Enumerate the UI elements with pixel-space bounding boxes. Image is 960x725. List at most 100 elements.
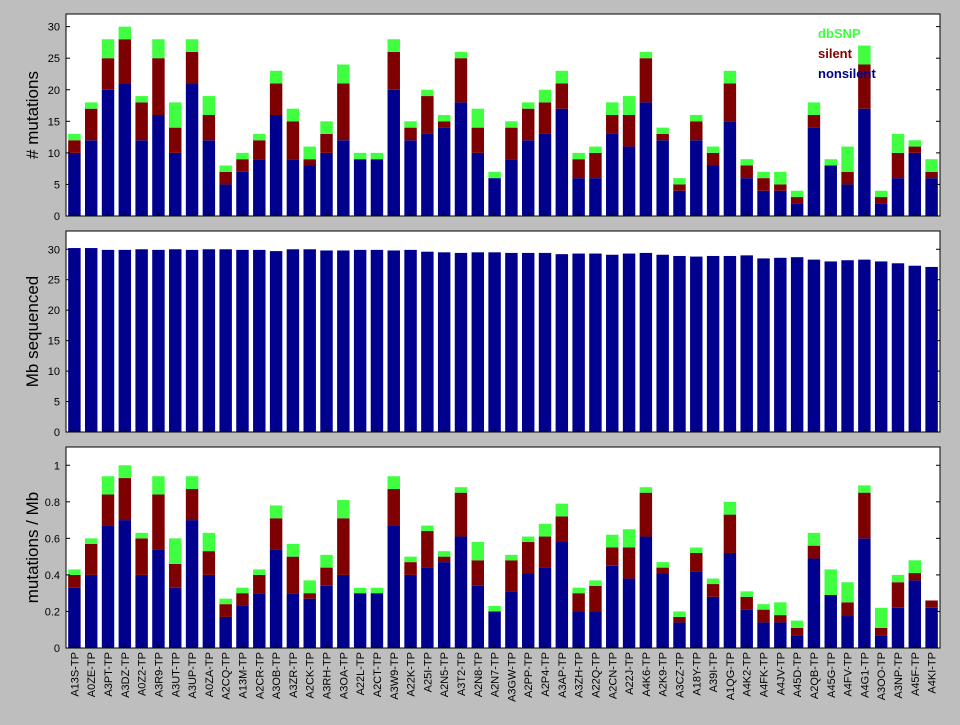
bar-1-dbSNP-2 bbox=[101, 39, 115, 59]
ytick-label-1-20: 20 bbox=[48, 85, 60, 97]
ytick-label-2-5: 5 bbox=[54, 397, 60, 409]
bar-1-silent-50 bbox=[908, 146, 922, 153]
bar-1-nonsilent-28 bbox=[538, 133, 552, 216]
bar-3-nonsilent-5 bbox=[152, 549, 165, 648]
sample-label-25: A2N7-TP bbox=[490, 652, 502, 697]
sample-label-13: A3ZR-TP bbox=[288, 652, 300, 698]
ytick-label-3-0: 0 bbox=[54, 643, 60, 655]
bar-3-silent-41 bbox=[757, 609, 770, 623]
sample-label-1: A0ZE-TP bbox=[86, 652, 98, 697]
bar-2-value-25 bbox=[488, 252, 501, 432]
bar-1-silent-30 bbox=[572, 159, 585, 179]
bar-1-dbSNP-35 bbox=[656, 127, 669, 134]
bar-3-silent-34 bbox=[639, 492, 653, 537]
bar-1-nonsilent-37 bbox=[690, 140, 703, 216]
bar-3-nonsilent-33 bbox=[622, 578, 636, 648]
bar-3-nonsilent-8 bbox=[202, 574, 216, 648]
bar-3-dbSNP-47 bbox=[858, 485, 871, 493]
ytick-label-3-1: 1 bbox=[54, 460, 60, 472]
ylabel-2: Mb sequenced bbox=[23, 276, 42, 388]
bar-1-dbSNP-15 bbox=[320, 121, 333, 134]
bar-1-dbSNP-50 bbox=[908, 140, 922, 147]
bar-1-nonsilent-5 bbox=[152, 115, 165, 216]
bar-1-dbSNP-28 bbox=[538, 89, 552, 103]
ytick-label-1-10: 10 bbox=[48, 148, 60, 160]
bar-3-dbSNP-28 bbox=[538, 523, 552, 537]
sample-label-7: A3UP-TP bbox=[187, 652, 199, 698]
bar-3-silent-32 bbox=[606, 547, 619, 566]
bar-2-value-2 bbox=[101, 249, 115, 432]
bar-3-nonsilent-13 bbox=[286, 593, 300, 648]
bar-3-dbSNP-48 bbox=[874, 607, 888, 628]
bar-1-silent-23 bbox=[454, 58, 468, 103]
bar-3-dbSNP-35 bbox=[656, 562, 669, 568]
bar-1-silent-49 bbox=[891, 152, 905, 179]
bar-3-dbSNP-22 bbox=[437, 551, 451, 557]
bar-1-nonsilent-33 bbox=[622, 146, 636, 216]
bar-3-nonsilent-9 bbox=[219, 616, 232, 648]
bar-3-silent-50 bbox=[908, 573, 922, 581]
bar-1-silent-31 bbox=[589, 152, 602, 179]
bar-1-dbSNP-41 bbox=[757, 171, 770, 179]
sample-label-3: A3DZ-TP bbox=[120, 652, 132, 698]
bar-1-dbSNP-48 bbox=[874, 190, 888, 198]
bar-1-nonsilent-27 bbox=[521, 140, 535, 216]
bar-3-nonsilent-15 bbox=[320, 585, 333, 648]
sample-label-44: A2QB-TP bbox=[809, 652, 821, 699]
bar-1-silent-5 bbox=[152, 58, 165, 115]
bar-1-dbSNP-27 bbox=[521, 102, 535, 109]
bar-3-nonsilent-22 bbox=[437, 562, 451, 648]
bar-1-nonsilent-4 bbox=[135, 140, 148, 216]
bar-1-silent-29 bbox=[555, 83, 569, 109]
bar-1-dbSNP-0 bbox=[68, 133, 81, 141]
bar-2-value-14 bbox=[303, 249, 316, 432]
sample-label-4: A0Z2-TP bbox=[137, 652, 149, 696]
bar-1-dbSNP-19 bbox=[387, 39, 400, 52]
bar-2-value-34 bbox=[639, 252, 653, 432]
bar-1-nonsilent-38 bbox=[706, 165, 720, 216]
bar-1-nonsilent-30 bbox=[572, 178, 585, 217]
bar-1-silent-26 bbox=[505, 127, 518, 160]
bar-3-silent-21 bbox=[421, 531, 434, 568]
bar-1-dbSNP-36 bbox=[673, 178, 686, 185]
bar-3-silent-9 bbox=[219, 604, 232, 617]
ytick-label-1-0: 0 bbox=[54, 211, 60, 223]
bar-1-dbSNP-10 bbox=[236, 152, 249, 160]
bar-3-nonsilent-29 bbox=[555, 542, 569, 648]
bar-3-nonsilent-16 bbox=[337, 574, 350, 648]
bar-2-value-6 bbox=[169, 249, 182, 432]
ytick-label-1-5: 5 bbox=[54, 179, 60, 191]
ylabel-3: mutations / Mb bbox=[23, 492, 42, 604]
bar-3-silent-42 bbox=[774, 615, 787, 623]
bar-1-silent-14 bbox=[303, 159, 316, 166]
bar-1-nonsilent-31 bbox=[589, 178, 602, 217]
bar-1-silent-10 bbox=[236, 159, 249, 172]
bar-2-value-44 bbox=[807, 259, 821, 432]
bar-1-silent-47 bbox=[858, 64, 871, 109]
bar-3-nonsilent-19 bbox=[387, 525, 400, 648]
bar-3-nonsilent-46 bbox=[841, 615, 854, 648]
bar-2-value-37 bbox=[690, 256, 703, 432]
bar-3-nonsilent-49 bbox=[891, 607, 905, 648]
sample-label-6: A3UT-TP bbox=[170, 652, 182, 697]
bar-3-silent-0 bbox=[68, 574, 81, 588]
bar-1-nonsilent-44 bbox=[807, 127, 821, 217]
bar-1-dbSNP-26 bbox=[505, 121, 518, 128]
bar-3-silent-35 bbox=[656, 567, 669, 574]
sample-label-50: A45F-TP bbox=[910, 652, 922, 696]
bar-1-silent-22 bbox=[437, 121, 451, 128]
sample-label-33: A22J-TP bbox=[624, 652, 636, 695]
bar-3-dbSNP-33 bbox=[622, 529, 636, 548]
sample-label-41: A4FK-TP bbox=[759, 652, 771, 697]
bar-3-nonsilent-48 bbox=[874, 635, 888, 648]
bar-1-nonsilent-22 bbox=[437, 127, 451, 217]
bar-1-dbSNP-17 bbox=[353, 152, 367, 160]
bar-3-silent-15 bbox=[320, 567, 333, 586]
sample-label-46: A4FV-TP bbox=[843, 652, 855, 697]
sample-label-51: A4KI-TP bbox=[927, 652, 939, 694]
bar-1-nonsilent-1 bbox=[84, 140, 98, 216]
bar-1-nonsilent-14 bbox=[303, 165, 316, 216]
bar-1-dbSNP-30 bbox=[572, 152, 585, 160]
bar-3-silent-48 bbox=[874, 627, 888, 636]
sample-label-15: A3RH-TP bbox=[322, 652, 334, 699]
